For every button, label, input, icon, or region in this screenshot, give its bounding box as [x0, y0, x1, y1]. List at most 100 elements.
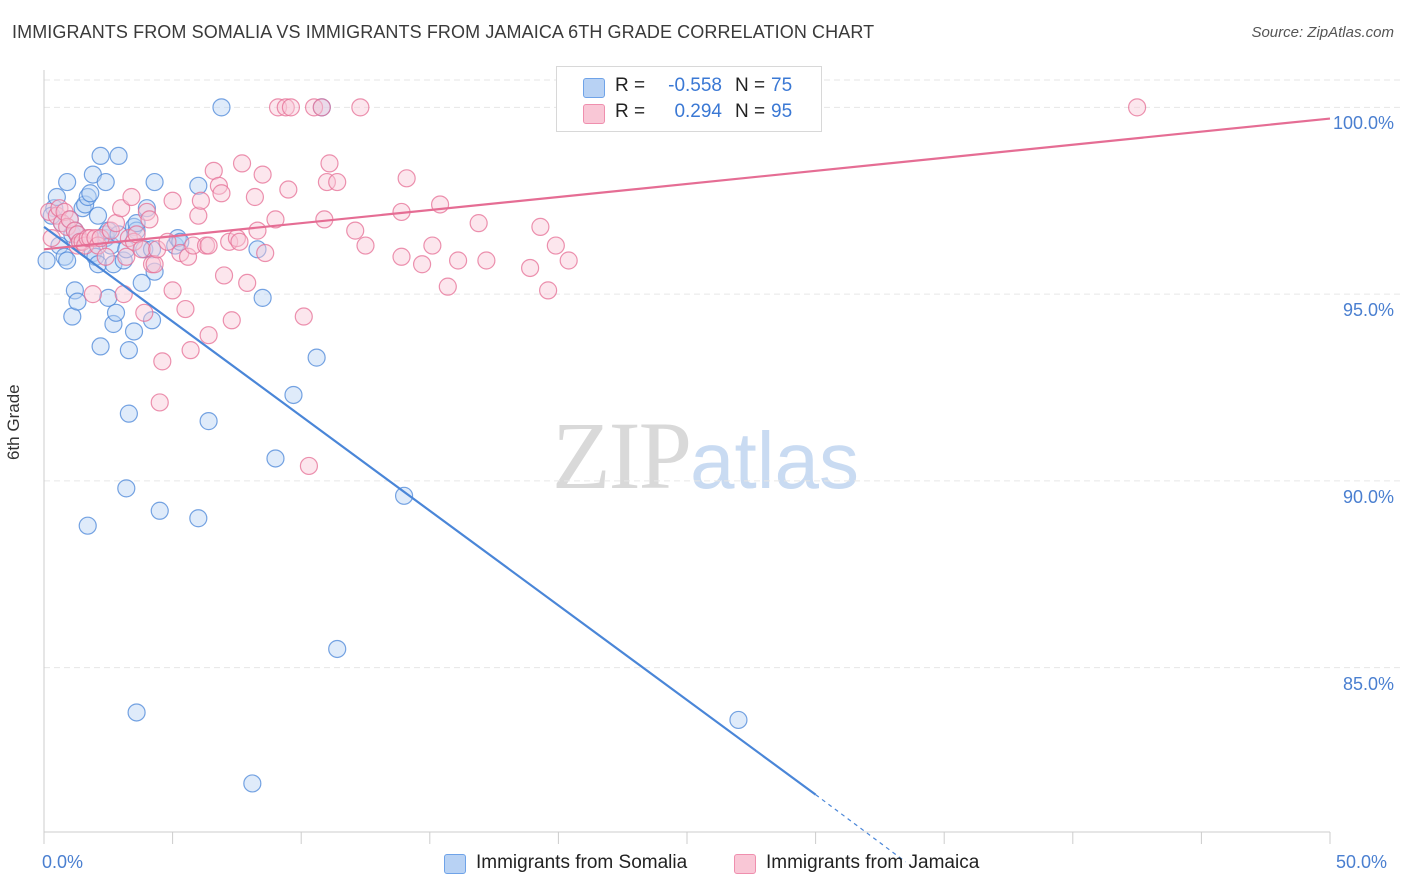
- data-point: [88, 206, 108, 225]
- data-point: [153, 352, 172, 371]
- y-tick-label: 90.0%: [1342, 486, 1394, 507]
- data-point: [47, 187, 66, 207]
- legend-n-label: N =: [735, 75, 766, 96]
- data-point: [181, 341, 200, 360]
- data-point: [284, 385, 303, 405]
- data-point: [137, 202, 156, 222]
- data-point: [304, 98, 324, 117]
- data-point: [96, 247, 115, 266]
- data-point: [189, 176, 208, 195]
- data-point: [163, 191, 182, 210]
- bottom-legend-somalia: Immigrants from Somalia: [476, 852, 688, 873]
- data-point: [307, 348, 326, 367]
- data-point: [68, 292, 87, 311]
- data-point: [266, 210, 285, 229]
- data-point: [189, 509, 208, 528]
- x-tick-label-max: 50.0%: [1336, 852, 1388, 872]
- correlation-legend: R = -0.558 N = 75 R = 0.294 N = 95: [556, 66, 822, 132]
- data-point: [328, 639, 347, 659]
- y-tick-label: 85.0%: [1342, 673, 1394, 694]
- bottom-legend-jamaica: Immigrants from Jamaica: [766, 852, 980, 873]
- data-point: [65, 281, 84, 300]
- chart-title: IMMIGRANTS FROM SOMALIA VS IMMIGRANTS FR…: [12, 22, 875, 42]
- somalia-n-value: 75: [771, 75, 793, 96]
- watermark: ZIPatlas: [552, 400, 859, 511]
- data-points: [37, 98, 1147, 793]
- data-point: [279, 180, 298, 199]
- data-point: [222, 311, 241, 330]
- jamaica-swatch: [583, 104, 605, 124]
- data-point: [142, 240, 162, 259]
- source-label: Source: ZipAtlas.com: [1251, 24, 1394, 41]
- data-point: [438, 277, 457, 296]
- data-point: [60, 210, 79, 229]
- data-point: [351, 98, 370, 117]
- jamaica-n-value: 95: [771, 101, 793, 122]
- data-point: [546, 236, 565, 255]
- data-point: [150, 501, 169, 520]
- data-point: [729, 710, 748, 730]
- somalia-swatch: [583, 78, 605, 98]
- data-point: [189, 206, 208, 225]
- data-point: [199, 236, 218, 255]
- jamaica-r-value: 0.294: [674, 101, 722, 122]
- series-jamaica: [40, 98, 1147, 476]
- data-point: [477, 251, 496, 270]
- trend-line-jamaica: [43, 117, 1331, 251]
- y-axis-label: 6th Grade: [4, 384, 23, 460]
- data-point: [119, 341, 138, 360]
- data-point: [127, 703, 146, 722]
- data-point: [119, 404, 138, 423]
- legend-row-somalia: R = -0.558 N = 75: [557, 75, 821, 101]
- data-point: [112, 199, 131, 218]
- bottom-legend-somalia-swatch: [444, 854, 466, 874]
- data-point: [106, 303, 126, 322]
- data-point: [176, 299, 195, 319]
- data-point: [132, 240, 151, 259]
- data-point: [238, 273, 257, 293]
- series-somalia: [37, 98, 748, 793]
- data-point: [91, 146, 110, 166]
- data-point: [212, 98, 231, 117]
- data-point: [268, 98, 288, 117]
- data-point: [294, 307, 313, 326]
- legend-r-label: R =: [615, 75, 646, 96]
- axes: [43, 70, 1331, 844]
- data-point: [86, 228, 105, 248]
- data-point: [397, 169, 416, 188]
- data-point: [145, 255, 164, 274]
- data-point: [37, 251, 56, 270]
- legend-r-label: R =: [615, 101, 646, 122]
- legend-row-jamaica: R = 0.294 N = 95: [557, 101, 821, 127]
- data-point: [320, 154, 339, 173]
- data-point: [163, 281, 182, 300]
- data-point: [178, 247, 198, 266]
- legend-n-label: N =: [735, 101, 766, 122]
- data-point: [253, 288, 272, 307]
- data-point: [148, 240, 167, 259]
- data-point: [150, 393, 169, 412]
- data-point: [209, 176, 228, 195]
- data-point: [122, 187, 141, 207]
- data-point: [281, 98, 301, 117]
- data-point: [78, 516, 97, 535]
- data-point: [199, 326, 218, 345]
- data-point: [412, 255, 432, 274]
- trend-line-extension: [815, 794, 906, 863]
- data-point: [539, 281, 558, 300]
- data-point: [58, 172, 77, 192]
- data-point: [91, 337, 110, 356]
- data-point: [117, 479, 136, 498]
- data-point: [232, 154, 252, 173]
- data-point: [423, 236, 442, 255]
- data-point: [531, 217, 550, 236]
- data-point: [104, 314, 123, 334]
- data-point: [1127, 98, 1147, 117]
- data-point: [109, 146, 128, 166]
- data-point: [317, 172, 337, 192]
- data-point: [58, 251, 77, 270]
- data-point: [83, 285, 102, 304]
- watermark-zip: ZIP: [552, 402, 692, 509]
- data-point: [142, 311, 162, 330]
